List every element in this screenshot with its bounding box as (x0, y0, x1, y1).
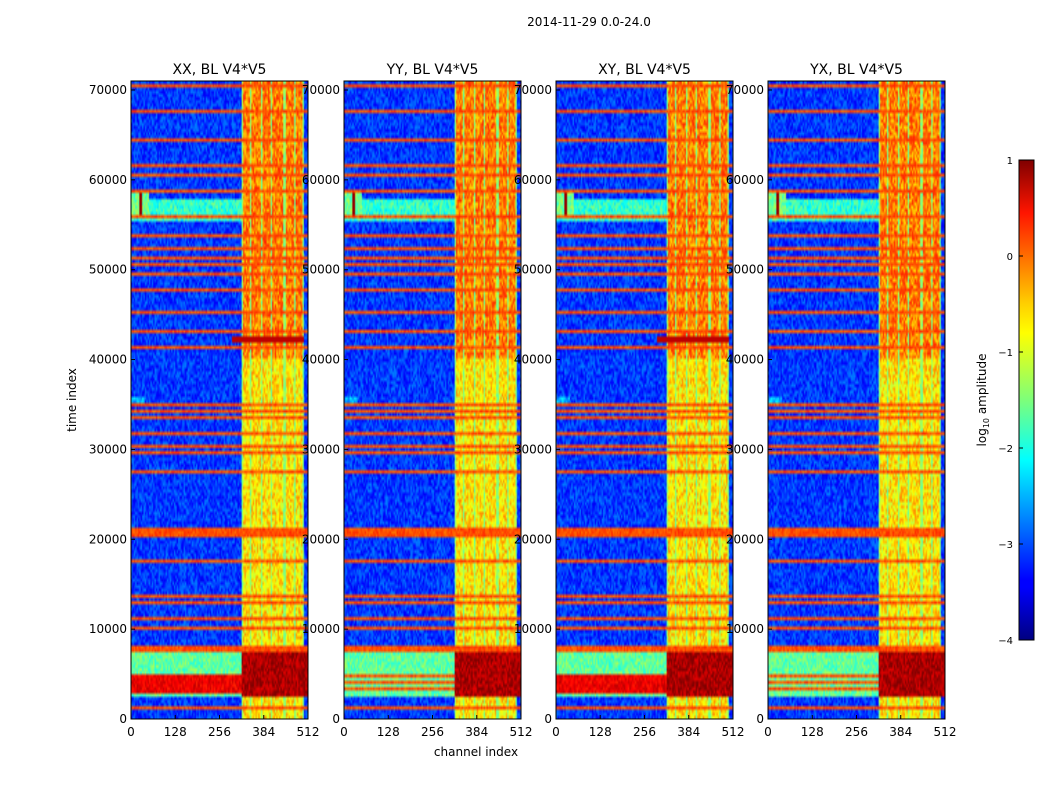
y-tick-label-1-3: 30000 (89, 442, 127, 456)
x-tick-label-1-3: 384 (252, 725, 275, 739)
x-tick-label-3-4: 512 (722, 725, 745, 739)
colorbar-tick-label-2: −1 (998, 348, 1013, 359)
panel-4: YX, BL V4*V5 0 128 256 384 512 0 10000 20000 3000… (726, 62, 957, 739)
x-tick-label-1-0: 0 (127, 725, 135, 739)
panel-title-4: YX, BL V4*V5 (809, 62, 903, 78)
y-tick-label-3-2: 20000 (514, 532, 552, 546)
heatmap-image-1 (131, 81, 308, 719)
y-tick-label-1-1: 10000 (89, 622, 127, 636)
y-tick-label-1-4: 40000 (89, 353, 127, 367)
colorbar-tick-label-4: −3 (998, 540, 1013, 551)
x-axis-label: channel index (434, 745, 518, 759)
x-tick-label-1-2: 256 (208, 725, 231, 739)
y-tick-label-3-6: 60000 (514, 173, 552, 187)
x-tick-label-4-0: 0 (764, 725, 772, 739)
x-tick-label-4-4: 512 (934, 725, 957, 739)
x-tick-label-2-2: 256 (421, 725, 444, 739)
y-tick-label-2-0: 0 (332, 712, 340, 726)
x-tick-label-2-4: 512 (510, 725, 533, 739)
y-tick-label-4-1: 10000 (726, 622, 764, 636)
y-tick-label-4-6: 60000 (726, 173, 764, 187)
panel-1: XX, BL V4*V5 0 128 256 384 512 0 10000 20000 3000… (89, 62, 320, 739)
y-tick-label-3-3: 30000 (514, 442, 552, 456)
y-tick-label-4-2: 20000 (726, 532, 764, 546)
y-tick-label-3-0: 0 (544, 712, 552, 726)
x-tick-label-3-0: 0 (552, 725, 560, 739)
x-tick-label-4-3: 384 (889, 725, 912, 739)
heatmap-image-3 (556, 81, 733, 719)
y-tick-label-1-0: 0 (119, 712, 127, 726)
panels: XX, BL V4*V5 0 128 256 384 512 0 10000 20000 3000… (89, 62, 957, 739)
suptitle: 2014-11-29 0.0-24.0 (527, 15, 651, 29)
y-tick-label-1-2: 20000 (89, 532, 127, 546)
y-tick-label-3-4: 40000 (514, 353, 552, 367)
y-tick-label-2-3: 30000 (302, 442, 340, 456)
y-tick-label-2-1: 10000 (302, 622, 340, 636)
y-tick-label-2-2: 20000 (302, 532, 340, 546)
y-tick-label-2-4: 40000 (302, 353, 340, 367)
y-tick-label-4-3: 30000 (726, 442, 764, 456)
x-tick-label-2-1: 128 (377, 725, 400, 739)
y-tick-label-2-6: 60000 (302, 173, 340, 187)
x-tick-label-3-2: 256 (633, 725, 656, 739)
heatmap-image-2 (344, 81, 521, 719)
colorbar: 1 0 −1 −2 −3 −4 log10 amplitude (975, 156, 1035, 647)
x-tick-label-1-4: 512 (297, 725, 320, 739)
y-axis-label: time index (65, 368, 79, 432)
panel-3: XY, BL V4*V5 0 128 256 384 512 0 10000 20000 3000… (514, 62, 745, 739)
y-tick-label-3-7: 70000 (514, 83, 552, 97)
colorbar-label: log10 amplitude (975, 354, 991, 447)
x-tick-label-4-2: 256 (845, 725, 868, 739)
colorbar-tick-label-3: −2 (998, 444, 1013, 455)
y-tick-label-1-5: 50000 (89, 263, 127, 277)
panel-2: YY, BL V4*V5 0 128 256 384 512 0 10000 20000 3000… (302, 62, 533, 739)
colorbar-tick-label-5: −4 (998, 636, 1013, 647)
panel-title-2: YY, BL V4*V5 (386, 62, 479, 78)
colorbar-gradient (1018, 159, 1035, 641)
x-tick-label-2-3: 384 (465, 725, 488, 739)
x-tick-label-4-1: 128 (801, 725, 824, 739)
y-tick-label-4-7: 70000 (726, 83, 764, 97)
y-tick-label-3-1: 10000 (514, 622, 552, 636)
y-tick-label-1-7: 70000 (89, 83, 127, 97)
y-tick-label-4-4: 40000 (726, 353, 764, 367)
y-tick-label-1-6: 60000 (89, 173, 127, 187)
y-tick-label-2-5: 50000 (302, 263, 340, 277)
panel-title-1: XX, BL V4*V5 (173, 62, 267, 78)
panel-title-3: XY, BL V4*V5 (598, 62, 691, 78)
x-tick-label-1-1: 128 (164, 725, 187, 739)
y-tick-label-4-5: 50000 (726, 263, 764, 277)
colorbar-tick-label-0: 1 (1007, 156, 1013, 167)
y-tick-label-3-5: 50000 (514, 263, 552, 277)
x-tick-label-2-0: 0 (340, 725, 348, 739)
x-tick-label-3-1: 128 (589, 725, 612, 739)
x-tick-label-3-3: 384 (677, 725, 700, 739)
y-tick-label-2-7: 70000 (302, 83, 340, 97)
heatmap-image-4 (768, 81, 945, 719)
colorbar-tick-label-1: 0 (1007, 252, 1013, 263)
y-tick-label-4-0: 0 (756, 712, 764, 726)
